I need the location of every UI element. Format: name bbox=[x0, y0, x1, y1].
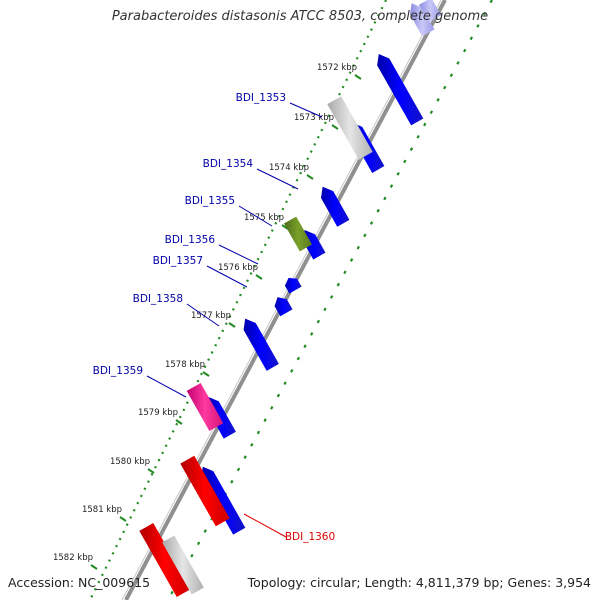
gene-arrow-bdi-1353-a bbox=[377, 54, 424, 126]
label-layer: 1572 kbp 1573 kbp 1574 kbp 1575 kbp 1576 kbp… bbox=[53, 63, 357, 563]
gene-box-gray-1353-face bbox=[327, 93, 347, 105]
kbp-tick-mark bbox=[119, 516, 127, 522]
gene-label-bdi-1356[interactable]: BDI_1356 bbox=[165, 234, 216, 246]
gene-box-olive-1355 bbox=[284, 216, 312, 252]
gene-label-bdi-1360[interactable]: BDI_1360 bbox=[285, 531, 335, 543]
kbp-tick-mark bbox=[306, 174, 314, 180]
gene-label-bdi-1354[interactable]: BDI_1354 bbox=[203, 158, 254, 170]
gene-leader-line bbox=[238, 205, 273, 227]
gene-layer bbox=[139, 0, 442, 598]
gene-leader-line bbox=[206, 265, 248, 288]
gene-leader-line bbox=[256, 168, 299, 190]
gene-arrow-bdi-1360 bbox=[201, 466, 246, 535]
gene-leader-line bbox=[289, 102, 323, 118]
topology-text: Topology: circular; Length: 4,811,379 bp… bbox=[247, 575, 591, 590]
gene-box-red-b-face bbox=[139, 519, 159, 531]
kbp-tick-label: 1577 kbp bbox=[191, 311, 231, 321]
kbp-tick-mark bbox=[354, 74, 362, 80]
gene-arrow-top-faded bbox=[409, 3, 435, 37]
accession-text: Accession: NC_009615 bbox=[8, 575, 151, 590]
gene-label-bdi-1358[interactable]: BDI_1358 bbox=[133, 293, 183, 305]
gene-arrow-bdi-1355 bbox=[302, 229, 326, 260]
kbp-tick-mark bbox=[255, 274, 263, 280]
gene-box-olive-1355-face bbox=[284, 213, 302, 224]
gene-arrow-bdi-1356 bbox=[284, 277, 302, 294]
genome-title: Parabacteroides distasonis ATCC 8503, co… bbox=[111, 9, 489, 24]
gene-box-magenta-1359 bbox=[186, 383, 224, 431]
gene-box-top-faded-face bbox=[418, 0, 428, 5]
gene-box-gray-bottom-face bbox=[162, 532, 180, 543]
gene-label-bdi-1359[interactable]: BDI_1359 bbox=[93, 365, 143, 377]
gene-leader-line bbox=[146, 375, 187, 398]
gene-leader-line bbox=[186, 303, 220, 327]
kbp-tick-label: 1575 kbp bbox=[244, 213, 284, 223]
gene-label-bdi-1353[interactable]: BDI_1353 bbox=[236, 92, 286, 104]
kbp-tick-mark bbox=[228, 322, 236, 328]
kbp-tick-mark bbox=[90, 564, 98, 570]
kbp-tick-label: 1576 kbp bbox=[218, 263, 258, 273]
kbp-tick-label: 1580 kbp bbox=[110, 457, 150, 467]
kbp-tick-mark bbox=[202, 371, 210, 377]
gene-arrow-bdi-1357 bbox=[274, 297, 293, 317]
kbp-tick-mark bbox=[331, 124, 339, 130]
kbp-tick-label: 1578 kbp bbox=[165, 360, 205, 370]
gene-leader-line bbox=[243, 513, 287, 538]
gene-leader-line bbox=[218, 244, 259, 265]
gene-box-red-a-face bbox=[180, 452, 200, 464]
gene-box-red-b bbox=[139, 522, 191, 598]
gene-box-red-a bbox=[180, 455, 230, 527]
kbp-tick-label: 1581 kbp bbox=[82, 505, 122, 515]
kbp-tick-mark bbox=[147, 468, 155, 474]
gene-box-top-faded bbox=[418, 0, 442, 23]
kbp-tick-mark bbox=[175, 419, 183, 425]
kbp-tick-label: 1573 kbp bbox=[294, 113, 334, 123]
gene-label-bdi-1355[interactable]: BDI_1355 bbox=[185, 195, 235, 207]
kbp-tick-label: 1582 kbp bbox=[53, 553, 93, 563]
gene-arrow-bdi-1354 bbox=[320, 186, 350, 227]
gene-box-gray-1353 bbox=[327, 96, 373, 160]
tick-layer bbox=[89, 0, 493, 600]
outer-tick-track bbox=[167, 0, 493, 600]
kbp-tick-label: 1572 kbp bbox=[317, 63, 357, 73]
gene-box-magenta-1359-face bbox=[186, 380, 206, 391]
kbp-tick-label: 1574 kbp bbox=[269, 163, 309, 173]
kbp-tick-label: 1579 kbp bbox=[138, 408, 178, 418]
gene-arrow-bdi-1358 bbox=[243, 318, 279, 371]
gene-label-bdi-1357[interactable]: BDI_1357 bbox=[153, 255, 203, 267]
gene-box-gray-bottom bbox=[162, 535, 204, 595]
